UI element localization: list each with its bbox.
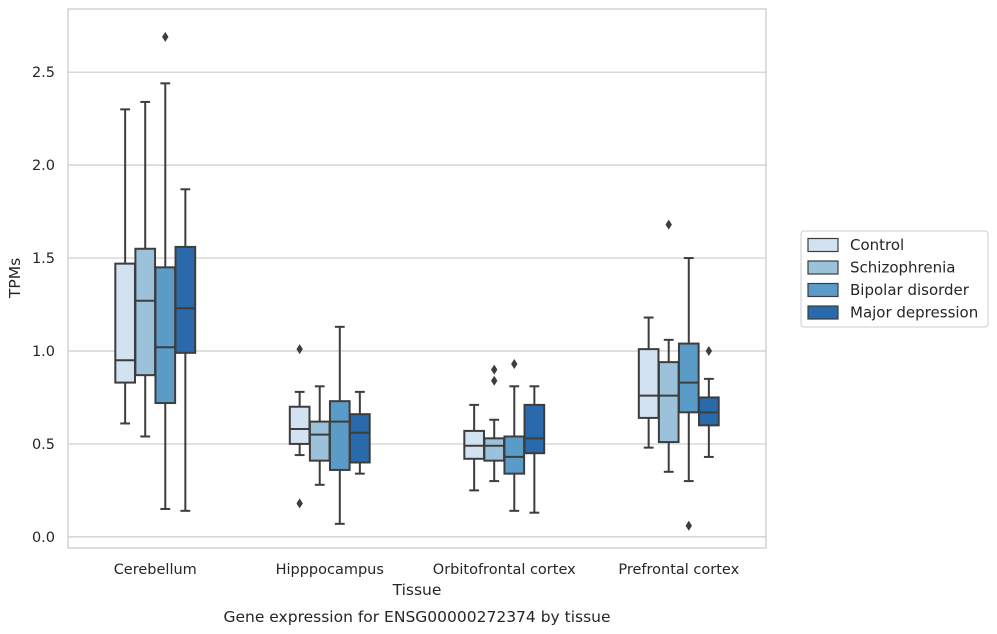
box-iqr xyxy=(154,266,177,405)
x-tick-label: Prefrontal cortex xyxy=(618,562,739,578)
box-0-3 xyxy=(174,188,197,512)
chart-caption: Gene expression for ENSG00000272374 by t… xyxy=(223,608,610,626)
plot-area-frame xyxy=(67,8,767,549)
legend-swatch xyxy=(807,260,839,275)
legend-swatch xyxy=(807,305,839,320)
box-iqr xyxy=(503,435,526,475)
box-iqr xyxy=(657,361,680,444)
y-tick-labels: 0.0 0.5 1.0 1.5 2.0 2.5 xyxy=(32,65,55,546)
box-3-0 xyxy=(637,316,660,449)
box-2-3 xyxy=(523,385,546,514)
box-2-2 xyxy=(503,358,526,512)
box-iqr xyxy=(134,247,157,377)
legend-label: Control xyxy=(850,236,904,254)
box-0-2 xyxy=(154,31,177,510)
legend-item: Bipolar disorder xyxy=(807,281,970,299)
box-iqr xyxy=(483,437,506,462)
box-iqr xyxy=(637,348,660,419)
legend-label: Schizophrenia xyxy=(850,259,955,277)
x-axis-title: Tissue xyxy=(392,581,442,599)
box-2-1 xyxy=(483,364,506,483)
box-1-3 xyxy=(349,390,371,475)
legend-item: Major depression xyxy=(807,304,978,322)
legend-label: Bipolar disorder xyxy=(850,281,970,299)
x-tick-labels: Cerebellum Hipppocampus Orbitofrontal cort… xyxy=(114,562,740,578)
boxes xyxy=(114,31,720,531)
outlier-point xyxy=(511,358,518,369)
box-3-3 xyxy=(698,345,720,458)
x-tick-label: Hipppocampus xyxy=(276,562,384,578)
box-iqr xyxy=(349,413,371,464)
y-tick-label: 1.5 xyxy=(32,251,55,267)
box-iqr xyxy=(288,405,311,445)
y-tick-label: 1.0 xyxy=(32,344,55,360)
outlier-point xyxy=(665,219,672,230)
y-tick-label: 2.5 xyxy=(32,65,55,81)
legend-swatch xyxy=(807,237,839,253)
box-1-1 xyxy=(308,385,331,486)
outlier-point xyxy=(491,375,498,386)
outlier-point xyxy=(162,31,169,42)
legend-label: Major depression xyxy=(850,304,978,322)
legend: Control Schizophrenia Bipolar disorder Majo… xyxy=(800,230,989,328)
box-2-0 xyxy=(463,403,485,492)
outlier-point xyxy=(705,345,713,356)
box-iqr xyxy=(677,342,700,414)
box-iqr xyxy=(114,262,136,384)
y-tick-label: 0.5 xyxy=(32,437,55,453)
y-axis-title: TPMs xyxy=(6,258,24,299)
y-tick-label: 2.0 xyxy=(32,158,55,174)
legend-item: Schizophrenia xyxy=(807,259,955,277)
x-tick-label: Orbitofrontal cortex xyxy=(433,562,576,578)
x-tick-label: Cerebellum xyxy=(114,562,197,578)
legend-frame xyxy=(800,230,989,328)
box-iqr xyxy=(174,245,197,354)
box-iqr xyxy=(308,420,331,462)
box-3-2 xyxy=(677,257,700,531)
outlier-point xyxy=(296,344,303,355)
outlier-point xyxy=(491,364,498,375)
outlier-point xyxy=(685,520,692,531)
legend-swatch xyxy=(807,282,839,298)
y-tick-label: 0.0 xyxy=(32,530,55,546)
box-iqr xyxy=(523,403,546,455)
legend-item: Control xyxy=(807,236,904,254)
outlier-point xyxy=(296,498,303,509)
box-0-0 xyxy=(114,108,136,425)
box-iqr xyxy=(328,400,351,471)
